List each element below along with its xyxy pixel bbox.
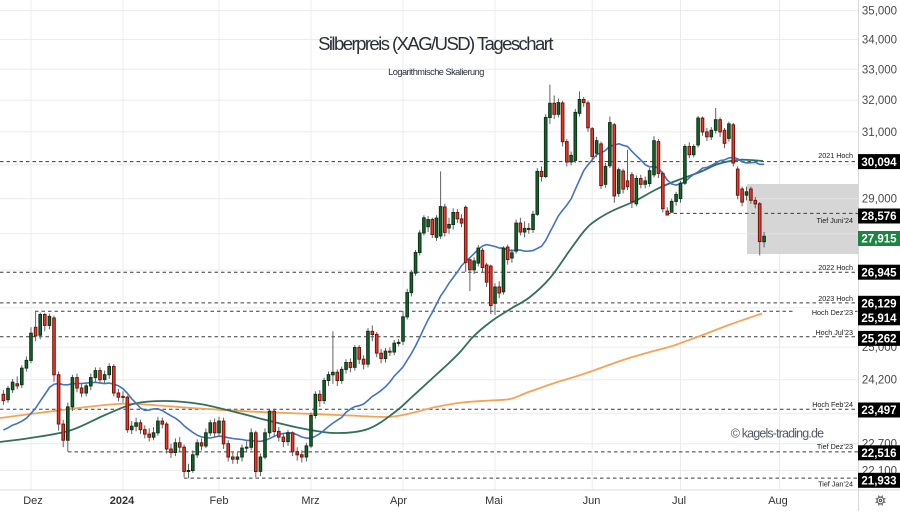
svg-text:2022 Hoch: 2022 Hoch [818,263,853,272]
svg-text:33,000: 33,000 [862,64,897,76]
svg-text:Tief Juni’24: Tief Juni’24 [817,216,854,225]
svg-text:Mrz: Mrz [301,495,319,507]
svg-text:Feb: Feb [210,495,229,507]
svg-text:Hoch Feb’24: Hoch Feb’24 [812,400,853,409]
svg-text:27,915: 27,915 [861,234,897,246]
svg-text:Jul: Jul [672,495,686,507]
svg-text:30,094: 30,094 [861,157,897,169]
svg-text:Jun: Jun [583,495,601,507]
svg-text:28,576: 28,576 [861,211,896,223]
svg-text:34,000: 34,000 [862,35,897,47]
svg-text:2023 Hoch: 2023 Hoch [818,294,853,303]
svg-text:Silberpreis (XAG/USD) Tagescha: Silberpreis (XAG/USD) Tageschart [318,33,553,54]
svg-text:22,516: 22,516 [861,448,896,460]
svg-text:23,497: 23,497 [861,405,896,417]
svg-text:25,262: 25,262 [861,334,896,346]
svg-text:Tief Jan’24: Tief Jan’24 [818,480,853,489]
svg-text:24,200: 24,200 [862,375,897,387]
svg-text:Logarithmische Skalierung: Logarithmische Skalierung [388,67,484,77]
svg-text:35,000: 35,000 [862,6,897,18]
svg-text:2021 Hoch: 2021 Hoch [818,151,853,160]
svg-text:26,945: 26,945 [861,267,897,279]
svg-text:Hoch Jul’23: Hoch Jul’23 [815,328,853,337]
svg-text:2024: 2024 [110,495,135,507]
svg-text:26,129: 26,129 [861,299,896,311]
svg-text:Tief Dez’23: Tief Dez’23 [817,442,853,451]
svg-text:25,914: 25,914 [861,313,897,325]
svg-text:© kagels-trading.de: © kagels-trading.de [731,427,824,441]
svg-text:Mai: Mai [485,495,503,507]
svg-text:Dez: Dez [23,495,43,507]
svg-text:32,000: 32,000 [862,95,897,107]
svg-text:Hoch Dez’23: Hoch Dez’23 [812,308,853,317]
svg-text:Aug: Aug [768,495,788,507]
svg-text:Apr: Apr [390,495,407,507]
svg-text:21,933: 21,933 [861,476,896,488]
svg-text:31,000: 31,000 [862,127,897,139]
svg-text:29,000: 29,000 [862,194,897,206]
